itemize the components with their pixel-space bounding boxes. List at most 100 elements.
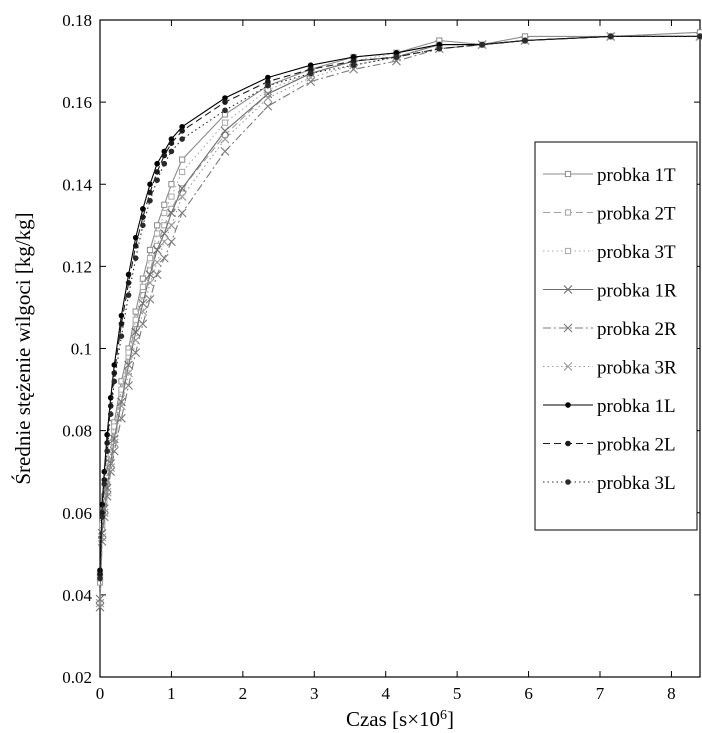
- legend-entry: probka 1R: [543, 281, 677, 302]
- legend-entry: probka 3R: [543, 358, 677, 379]
- data-point: [132, 308, 139, 315]
- data-point: [220, 134, 230, 144]
- data-point: [263, 93, 273, 103]
- legend-marker: [565, 479, 571, 485]
- data-point: [131, 348, 141, 357]
- data-point: [161, 201, 168, 208]
- legend-marker: [563, 362, 573, 371]
- data-point: [350, 62, 357, 68]
- data-point: [97, 532, 107, 542]
- x-tick-label: 2: [239, 684, 248, 703]
- legend-entry: probka 2L: [543, 435, 676, 456]
- y-tick-label: 0.12: [62, 257, 92, 276]
- legend-marker: [563, 285, 573, 294]
- data-point: [177, 208, 187, 218]
- data-point: [125, 292, 132, 298]
- legend-entry: probka 2T: [543, 204, 676, 225]
- data-point: [168, 193, 175, 200]
- legend-box: [534, 141, 698, 531]
- data-point: [146, 255, 154, 262]
- y-tick-label: 0.02: [62, 668, 92, 687]
- data-point: [179, 128, 185, 134]
- data-point: [97, 528, 107, 538]
- data-point: [106, 463, 116, 472]
- data-point: [132, 316, 139, 323]
- series-probka-3L: [97, 33, 702, 582]
- legend-marker: [563, 323, 573, 333]
- y-tick-label: 0.08: [62, 422, 92, 441]
- y-tick-label: 0.1: [71, 340, 92, 359]
- x-axis-label-close: ]: [447, 707, 454, 731]
- data-point: [154, 177, 160, 183]
- x-tick-label: 5: [453, 684, 462, 703]
- data-point: [140, 222, 146, 229]
- data-point: [117, 401, 126, 411]
- data-point: [131, 327, 141, 337]
- data-point: [479, 41, 485, 48]
- data-point: [97, 575, 103, 582]
- legend-label: probka 2R: [597, 319, 677, 340]
- data-point: [106, 467, 116, 477]
- y-tick-label: 0.06: [62, 504, 92, 523]
- legend-label: probka 3T: [597, 242, 676, 263]
- data-point: [145, 270, 155, 279]
- x-axis-ticks: 0 1 2 3 4 5 6 7 8: [96, 20, 676, 703]
- data-point: [179, 168, 186, 176]
- legend-marker: [565, 402, 571, 408]
- y-tick-label: 0.16: [62, 93, 92, 112]
- data-point: [220, 126, 230, 136]
- data-point: [179, 136, 185, 142]
- data-point: [132, 234, 139, 241]
- legend-marker: [565, 440, 571, 447]
- data-point: [177, 192, 187, 201]
- data-point: [124, 381, 133, 390]
- data-point: [265, 82, 271, 89]
- data-point: [111, 378, 118, 385]
- data-point: [147, 189, 153, 196]
- data-point: [97, 537, 107, 546]
- data-point: [154, 169, 160, 175]
- data-point: [177, 183, 187, 193]
- legend-entry: probka 3L: [543, 473, 676, 494]
- data-point: [222, 99, 228, 105]
- data-point: [263, 89, 273, 99]
- data-point: [222, 107, 228, 114]
- data-point: [131, 335, 141, 345]
- data-point: [147, 181, 153, 188]
- legend-label: probka 1R: [597, 281, 677, 302]
- data-point: [168, 205, 175, 212]
- data-point: [161, 152, 168, 159]
- data-point: [145, 278, 155, 288]
- legend-label: probka 1T: [597, 165, 676, 186]
- data-point: [106, 459, 116, 468]
- legend: probka 1T probka 2T probka 3T probka 1R prob…: [534, 141, 698, 531]
- data-point: [393, 54, 400, 60]
- legend-label: probka 2T: [597, 204, 676, 225]
- data-point: [132, 255, 139, 261]
- data-point: [125, 280, 132, 286]
- data-point: [152, 257, 162, 267]
- x-tick-label: 1: [167, 684, 176, 703]
- x-tick-label: 8: [667, 684, 676, 703]
- y-axis-ticks: 0.02 0.04 0.06 0.08 0.1 0.12 0.14 0.16 0.18: [62, 11, 700, 687]
- data-point: [221, 119, 229, 126]
- data-point: [161, 209, 168, 217]
- data-point: [152, 270, 162, 279]
- data-point: [140, 214, 146, 220]
- x-tick-label: 6: [524, 684, 533, 703]
- data-point: [607, 33, 614, 40]
- series-layer: [95, 29, 702, 612]
- data-point: [392, 56, 401, 66]
- data-point: [697, 33, 702, 40]
- legend-marker: [564, 170, 572, 178]
- data-point: [118, 321, 125, 327]
- data-point: [107, 403, 114, 409]
- data-point: [179, 156, 186, 163]
- data-point: [168, 140, 175, 146]
- data-point: [167, 208, 176, 218]
- data-point: [220, 147, 230, 156]
- data-point: [104, 448, 110, 454]
- y-tick-label: 0.04: [62, 586, 92, 605]
- data-point: [154, 230, 161, 237]
